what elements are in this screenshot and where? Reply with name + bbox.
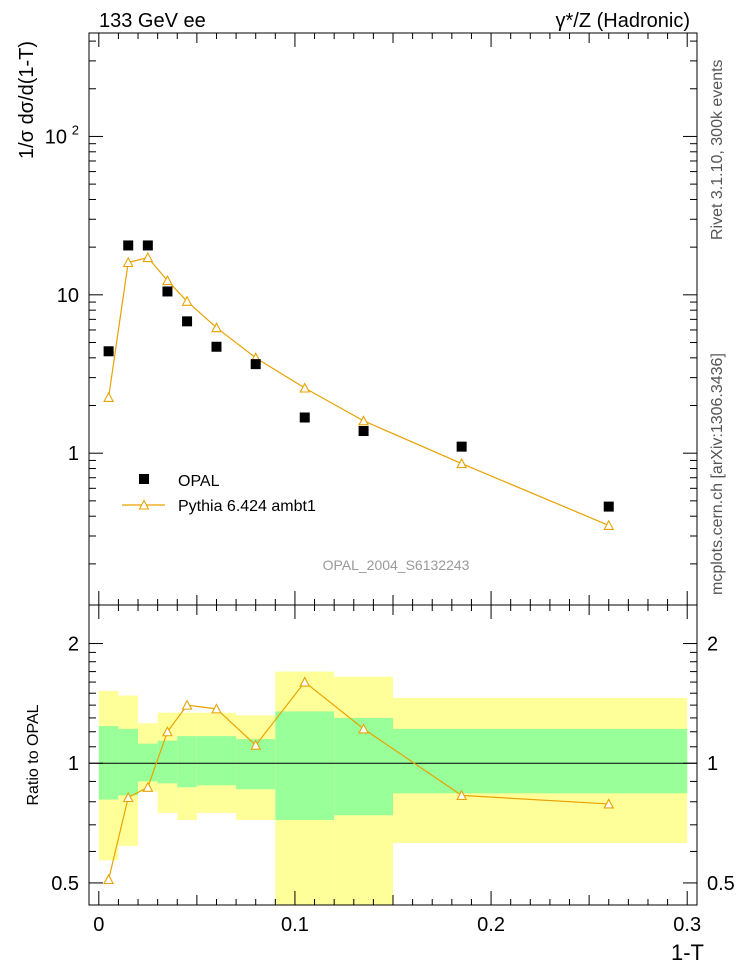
main-y-tick-labels: 1 10 10 2 (45, 122, 79, 465)
ratio-mc-point (103, 873, 115, 885)
main-data-point (182, 316, 193, 327)
ratio-y-axis-label: Ratio to OPAL (25, 704, 42, 805)
main-data-series (103, 240, 614, 512)
main-data-point (456, 441, 467, 452)
mcplots-label: mcplots.cern.ch [arXiv:1306.3436] (709, 353, 726, 595)
legend-label-opal: OPAL (178, 473, 220, 490)
ratio-y-tick-label-right: 0.5 (707, 873, 735, 895)
ratio-mc-point (162, 726, 173, 737)
ratio-y-tick-label-left: 0.5 (51, 873, 79, 895)
x-axis-label: 1-T (671, 940, 704, 965)
ratio-mc-point (456, 789, 468, 800)
ratio-mc-point (250, 739, 262, 750)
ratio-mc-point (181, 699, 193, 710)
ratio-band-inner (275, 711, 335, 820)
main-mc-point (358, 415, 369, 426)
main-mc-point (456, 457, 468, 469)
main-data-point (299, 412, 310, 423)
main-data-point (250, 359, 261, 370)
ratio-mc-point (603, 798, 615, 809)
analysis-id-label: OPAL_2004_S6132243 (323, 557, 470, 573)
ratio-y-tick-label-left: 2 (68, 634, 79, 656)
ratio-mc-point (122, 791, 134, 803)
legend: OPAL Pythia 6.424 ambt1 (122, 473, 316, 515)
main-y-tick-label: 10 (45, 126, 67, 148)
main-frame (88, 32, 698, 606)
legend-label-mc: Pythia 6.424 ambt1 (178, 498, 316, 515)
ratio-mc-point (299, 676, 311, 687)
ratio-panel: 0.5 0.5 1 1 2 2 0 0.1 0.2 0.3 Ratio to OPAL 1-T (25, 604, 735, 965)
main-data-point (142, 240, 153, 251)
main-mc-point (603, 519, 615, 530)
main-mc-point (299, 382, 311, 393)
ratio-mc-point (142, 781, 154, 792)
ratio-mc-point (211, 703, 222, 714)
rivet-version-label: Rivet 3.1.10, 300k events (709, 59, 726, 240)
plot-title-right: γ*/Z (Hadronic) (556, 10, 690, 32)
ratio-y-tick-label-right: 2 (707, 634, 718, 656)
main-data-point (123, 240, 134, 251)
legend-marker-opal (139, 474, 149, 484)
main-mc-point (103, 391, 115, 402)
plot-title-left: 133 GeV ee (99, 10, 206, 32)
main-axis-ticks (89, 33, 697, 605)
main-mc-point (162, 274, 173, 286)
ratio-band-inner (177, 736, 197, 788)
ratio-y-tick-labels: 0.5 0.5 1 1 2 2 (51, 634, 735, 895)
main-mc-point (211, 322, 222, 333)
ratio-band-inner (196, 736, 237, 786)
main-y-axis-label: 1/σ dσ/d(1-T) (16, 41, 38, 159)
ratio-band-inner (118, 728, 139, 796)
ratio-y-tick-label-right: 1 (707, 753, 718, 775)
ratio-band-inner (334, 717, 393, 816)
main-y-tick-label: 10 (57, 285, 79, 307)
ratio-band-inner (138, 743, 158, 782)
main-data-point (358, 426, 369, 437)
ratio-band-inner (393, 728, 688, 794)
main-mc-point (181, 295, 193, 306)
main-y-tick-label-exponent: 2 (72, 122, 79, 137)
main-mc-point (142, 251, 154, 263)
main-data-point (211, 341, 222, 352)
main-data-point (103, 346, 114, 357)
ratio-mc-point (358, 723, 369, 734)
main-data-point (162, 286, 173, 297)
x-tick-label: 0.1 (281, 914, 309, 936)
main-mc-point (122, 256, 134, 268)
ratio-mc-series (103, 676, 615, 885)
main-y-tick-label: 1 (68, 443, 79, 465)
x-tick-labels: 0 0.1 0.2 0.3 (93, 914, 701, 936)
main-data-point (603, 501, 614, 512)
ratio-frame (88, 604, 698, 906)
legend-marker-mc (138, 499, 150, 510)
x-tick-label: 0 (93, 914, 104, 936)
x-tick-label: 0.3 (673, 914, 701, 936)
ratio-y-tick-label-left: 1 (68, 753, 79, 775)
x-tick-label: 0.2 (477, 914, 505, 936)
ratio-axis-ticks (89, 605, 697, 905)
main-mc-series (103, 251, 615, 530)
ratio-band-inner (157, 740, 178, 784)
